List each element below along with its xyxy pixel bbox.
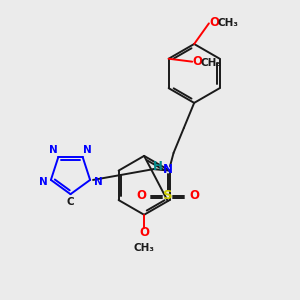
Text: H: H [153, 160, 163, 173]
Text: N: N [163, 163, 173, 176]
Text: CH₃: CH₃ [201, 58, 222, 68]
Text: N: N [94, 178, 102, 188]
Text: O: O [136, 189, 146, 202]
Text: O: O [189, 189, 199, 202]
Text: N: N [83, 145, 92, 155]
Text: S: S [163, 189, 172, 202]
Text: CH₃: CH₃ [218, 18, 239, 28]
Text: O: O [209, 16, 219, 29]
Text: O: O [139, 226, 149, 239]
Text: O: O [193, 55, 202, 68]
Text: N: N [39, 178, 47, 188]
Text: N: N [49, 145, 58, 155]
Text: CH₃: CH₃ [134, 243, 154, 253]
Text: C: C [67, 197, 74, 207]
